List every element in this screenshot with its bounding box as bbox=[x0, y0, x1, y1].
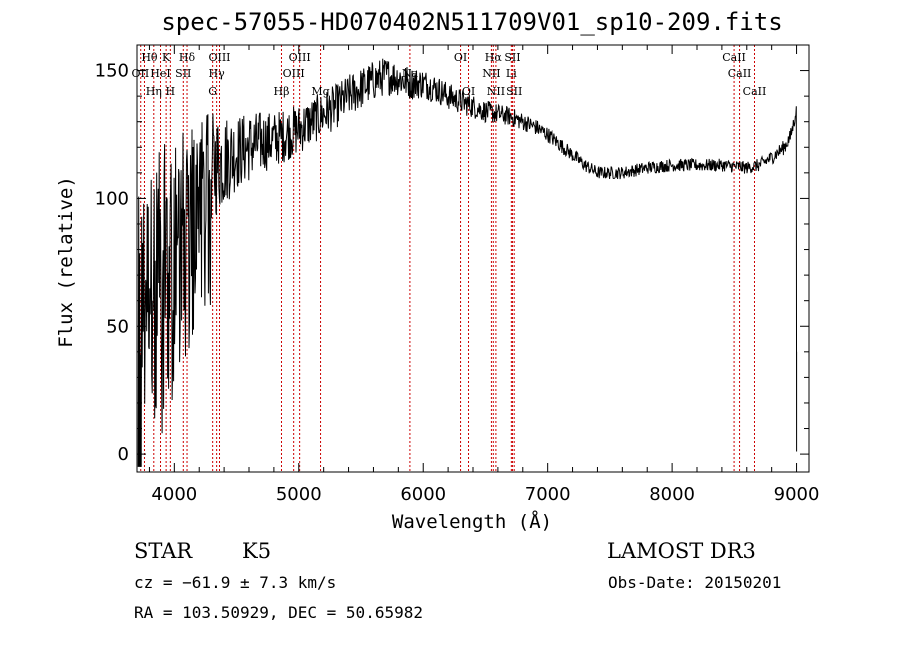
coordinates: RA = 103.50929, DEC = 50.65982 bbox=[134, 603, 423, 622]
axis-ticks bbox=[137, 44, 809, 472]
y-axis-label: Flux (relative) bbox=[55, 176, 77, 348]
line-label: OIII bbox=[208, 51, 230, 64]
object-subclass: K5 bbox=[242, 539, 272, 563]
line-label: Mg bbox=[311, 85, 329, 98]
x-tick-label: 8000 bbox=[649, 484, 695, 505]
x-tick-label: 5000 bbox=[276, 484, 322, 505]
y-tick-label: 100 bbox=[95, 188, 129, 209]
x-tick-label: 6000 bbox=[400, 484, 446, 505]
y-tick-label: 0 bbox=[118, 444, 129, 465]
line-label: OI bbox=[462, 85, 475, 98]
line-label: Hδ bbox=[179, 51, 196, 64]
object-type: STAR bbox=[134, 539, 193, 563]
line-label: OII bbox=[132, 67, 150, 80]
line-label: NII bbox=[487, 85, 505, 98]
line-label: H bbox=[166, 85, 176, 98]
line-label: SII bbox=[175, 67, 191, 80]
spectral-line-markers bbox=[140, 45, 755, 472]
line-label: Hη bbox=[146, 85, 162, 98]
line-label: SII bbox=[504, 51, 520, 64]
line-label: CaII bbox=[728, 67, 752, 80]
spectrum-line bbox=[137, 58, 798, 467]
line-label: NII bbox=[482, 67, 500, 80]
line-label: G bbox=[208, 85, 217, 98]
line-label: Li bbox=[506, 67, 517, 80]
line-label: SII bbox=[506, 85, 522, 98]
chart-title: spec-57055-HD070402N511709V01_sp10-209.f… bbox=[161, 8, 782, 36]
line-label: HeI bbox=[150, 67, 170, 80]
line-label: Hβ bbox=[274, 85, 290, 98]
line-label: OI bbox=[454, 51, 467, 64]
y-tick-label: 50 bbox=[106, 316, 129, 337]
line-label: CaII bbox=[743, 85, 767, 98]
line-label: CaII bbox=[722, 51, 746, 64]
line-label: Hγ bbox=[209, 67, 226, 80]
line-label: K bbox=[162, 51, 171, 64]
line-label: OIII bbox=[289, 51, 311, 64]
observation-date: Obs-Date: 20150201 bbox=[608, 573, 782, 592]
survey-name: LAMOST DR3 bbox=[607, 539, 756, 563]
redshift-cz: cz = −61.9 ± 7.3 km/s bbox=[134, 573, 337, 592]
x-axis-label: Wavelength (Å) bbox=[392, 510, 552, 533]
line-label: Hθ bbox=[141, 51, 158, 64]
x-tick-label: 7000 bbox=[525, 484, 571, 505]
y-tick-labels: 0 50 100 150 bbox=[95, 61, 129, 466]
x-tick-labels: 4000 5000 6000 7000 8000 9000 bbox=[151, 484, 819, 505]
x-tick-label: 4000 bbox=[151, 484, 197, 505]
line-label: Hα bbox=[485, 51, 503, 64]
line-label: OIII bbox=[283, 67, 305, 80]
x-tick-label: 9000 bbox=[774, 484, 820, 505]
y-tick-label: 150 bbox=[95, 61, 129, 82]
